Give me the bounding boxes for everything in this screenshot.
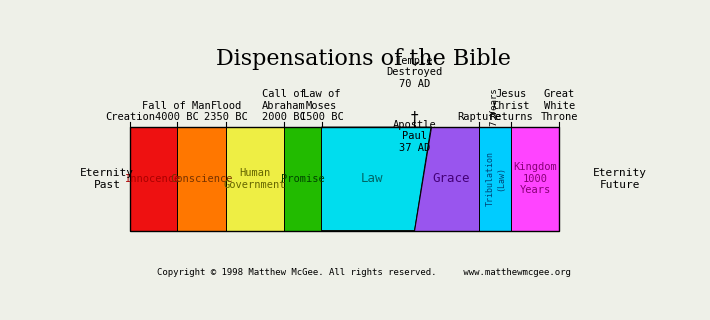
Text: Temple
Destroyed
70 AD: Temple Destroyed 70 AD [386, 56, 442, 89]
Text: Rapture: Rapture [457, 112, 501, 122]
Text: 7 Years: 7 Years [491, 88, 499, 126]
Bar [510, 127, 559, 231]
Polygon shape [415, 127, 479, 231]
Text: Eternity
Future: Eternity Future [593, 168, 647, 190]
Text: †: † [411, 111, 418, 126]
Text: Apostle
Paul
37 AD: Apostle Paul 37 AD [393, 120, 437, 153]
Text: Law: Law [361, 172, 383, 185]
Bar [284, 200, 559, 231]
Bar [284, 127, 322, 231]
Text: Grace: Grace [432, 172, 470, 185]
Text: Flood
2350 BC: Flood 2350 BC [204, 100, 248, 122]
Text: Dispensations of the Bible: Dispensations of the Bible [217, 48, 511, 70]
Text: Kingdom
1000
Years: Kingdom 1000 Years [513, 162, 557, 196]
Bar [479, 127, 510, 231]
Text: Promise: Promise [281, 174, 324, 184]
Bar [177, 127, 226, 231]
Text: Creation: Creation [105, 112, 155, 122]
Text: Jesus
Christ
Returns: Jesus Christ Returns [489, 89, 532, 122]
Text: Innocence: Innocence [125, 174, 182, 184]
Text: Conscience: Conscience [170, 174, 233, 184]
Text: Eternity
Past: Eternity Past [80, 168, 134, 190]
Text: Copyright © 1998 Matthew McGee. All rights reserved.     www.matthewmcgee.org: Copyright © 1998 Matthew McGee. All righ… [157, 268, 571, 277]
Text: Great
White
Throne: Great White Throne [540, 89, 578, 122]
Text: Tribulation
(Law): Tribulation (Law) [486, 151, 505, 206]
Text: Call of
Abraham
2000 BC: Call of Abraham 2000 BC [262, 89, 306, 122]
Text: Law of
Moses
1500 BC: Law of Moses 1500 BC [300, 89, 344, 122]
Bar [226, 127, 284, 231]
Bar [130, 127, 177, 231]
Text: Fall of Man
4000 BC: Fall of Man 4000 BC [143, 100, 211, 122]
Text: Human
Government: Human Government [224, 168, 286, 190]
Bar [130, 127, 559, 231]
Polygon shape [322, 127, 431, 231]
